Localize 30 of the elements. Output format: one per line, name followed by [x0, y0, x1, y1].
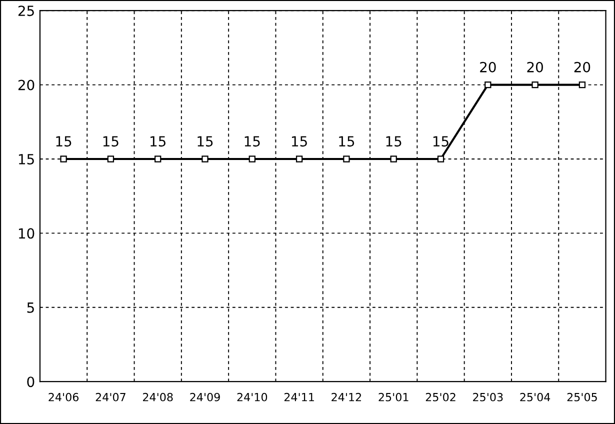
- data-label: 15: [292, 136, 307, 147]
- data-label: 15: [198, 136, 213, 147]
- data-label: 15: [56, 136, 72, 147]
- x-tick-label: 24'09: [190, 392, 220, 402]
- x-tick-label: 24'06: [48, 392, 79, 402]
- data-label: 15: [244, 136, 260, 147]
- y-tick-label: 10: [18, 228, 34, 239]
- data-label: 20: [480, 62, 496, 72]
- x-tick-label: 25'04: [520, 392, 550, 402]
- x-tick-label: 24'07: [96, 392, 126, 402]
- data-label: 15: [103, 136, 118, 147]
- x-tick-label: 25'01: [378, 392, 408, 402]
- y-tick-label: 25: [18, 6, 34, 16]
- x-tick-label: 25'02: [426, 392, 456, 402]
- x-tick-label: 24'10: [237, 392, 268, 402]
- x-tick-label: 24'11: [284, 392, 314, 402]
- x-tick-label: 25'05: [567, 392, 597, 402]
- x-tick-label: 24'08: [143, 392, 173, 402]
- data-label: 15: [386, 136, 402, 147]
- y-tick-label: 15: [18, 154, 34, 164]
- y-tick-label: 0: [27, 376, 34, 388]
- data-label: 15: [339, 136, 354, 147]
- x-tick-label: 24'12: [332, 392, 362, 402]
- y-tick-label: 5: [27, 302, 34, 313]
- data-label: 20: [574, 62, 590, 72]
- data-label: 15: [150, 136, 166, 147]
- y-tick-label: 20: [18, 80, 34, 90]
- x-tick-label: 25'03: [473, 392, 503, 402]
- data-label: 20: [527, 62, 543, 72]
- data-label: 15: [433, 136, 448, 147]
